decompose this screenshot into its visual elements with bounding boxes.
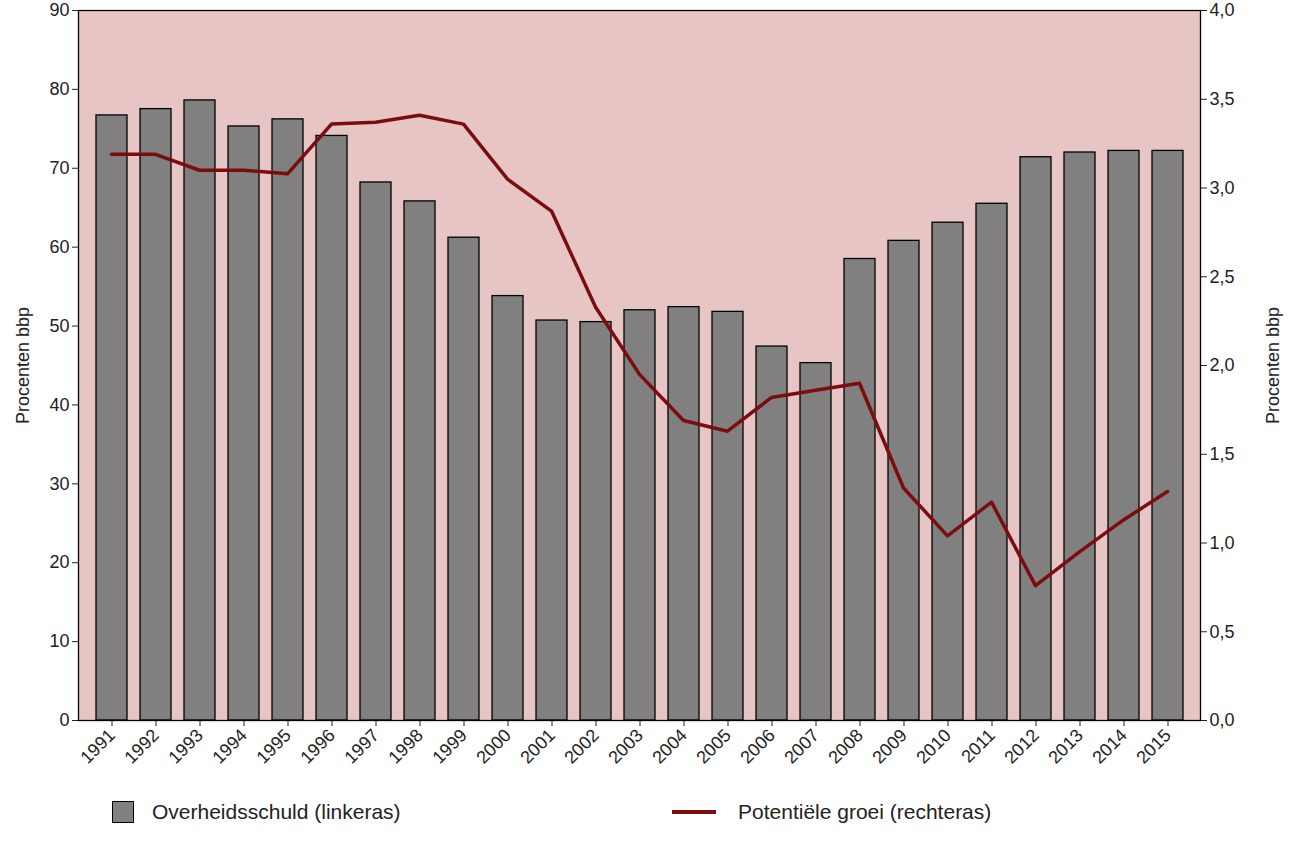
svg-text:1995: 1995 [252, 725, 294, 767]
svg-text:1992: 1992 [120, 725, 162, 767]
svg-text:2004: 2004 [648, 725, 690, 767]
svg-text:10: 10 [49, 631, 69, 651]
svg-text:1991: 1991 [76, 725, 118, 767]
svg-text:50: 50 [49, 316, 69, 336]
svg-text:2001: 2001 [516, 725, 558, 767]
svg-text:Procenten bbp: Procenten bbp [13, 307, 33, 424]
svg-text:2011: 2011 [957, 725, 999, 767]
svg-text:30: 30 [49, 474, 69, 494]
svg-text:2006: 2006 [736, 725, 778, 767]
svg-text:90: 90 [49, 0, 69, 20]
svg-text:20: 20 [49, 552, 69, 572]
svg-text:2003: 2003 [604, 725, 646, 767]
svg-text:0,5: 0,5 [1210, 622, 1235, 642]
svg-text:70: 70 [49, 158, 69, 178]
svg-text:1999: 1999 [428, 725, 470, 767]
svg-text:2005: 2005 [692, 725, 734, 767]
svg-text:2014: 2014 [1088, 725, 1130, 767]
svg-text:0: 0 [59, 710, 69, 730]
svg-text:2008: 2008 [824, 725, 866, 767]
svg-text:0,0: 0,0 [1210, 710, 1235, 730]
svg-text:1993: 1993 [164, 725, 206, 767]
svg-text:1,5: 1,5 [1210, 444, 1235, 464]
svg-text:1998: 1998 [384, 725, 426, 767]
svg-text:1,0: 1,0 [1210, 533, 1235, 553]
svg-text:3,0: 3,0 [1210, 178, 1235, 198]
svg-text:2009: 2009 [868, 725, 910, 767]
svg-text:2,5: 2,5 [1210, 267, 1235, 287]
svg-text:Procenten bbp: Procenten bbp [1263, 307, 1283, 424]
svg-text:2010: 2010 [912, 725, 954, 767]
svg-text:2,0: 2,0 [1210, 355, 1235, 375]
svg-text:2007: 2007 [780, 725, 822, 767]
svg-text:2013: 2013 [1044, 725, 1086, 767]
svg-text:4,0: 4,0 [1210, 0, 1235, 20]
svg-text:2000: 2000 [472, 725, 514, 767]
svg-text:1996: 1996 [296, 725, 338, 767]
svg-text:40: 40 [49, 395, 69, 415]
svg-text:2002: 2002 [560, 725, 602, 767]
svg-text:80: 80 [49, 79, 69, 99]
svg-text:3,5: 3,5 [1210, 89, 1235, 109]
html-text:Overheidsschuld (linkeras): Overheidsschuld (linkeras) [152, 800, 401, 823]
html-text:Potentiële groei (rechteras): Potentiële groei (rechteras) [738, 800, 992, 823]
svg-text:1997: 1997 [340, 725, 382, 767]
svg-text:2015: 2015 [1132, 725, 1174, 767]
svg-text:60: 60 [49, 237, 69, 257]
svg-text:2012: 2012 [1000, 725, 1042, 767]
svg-text:1994: 1994 [208, 725, 250, 767]
